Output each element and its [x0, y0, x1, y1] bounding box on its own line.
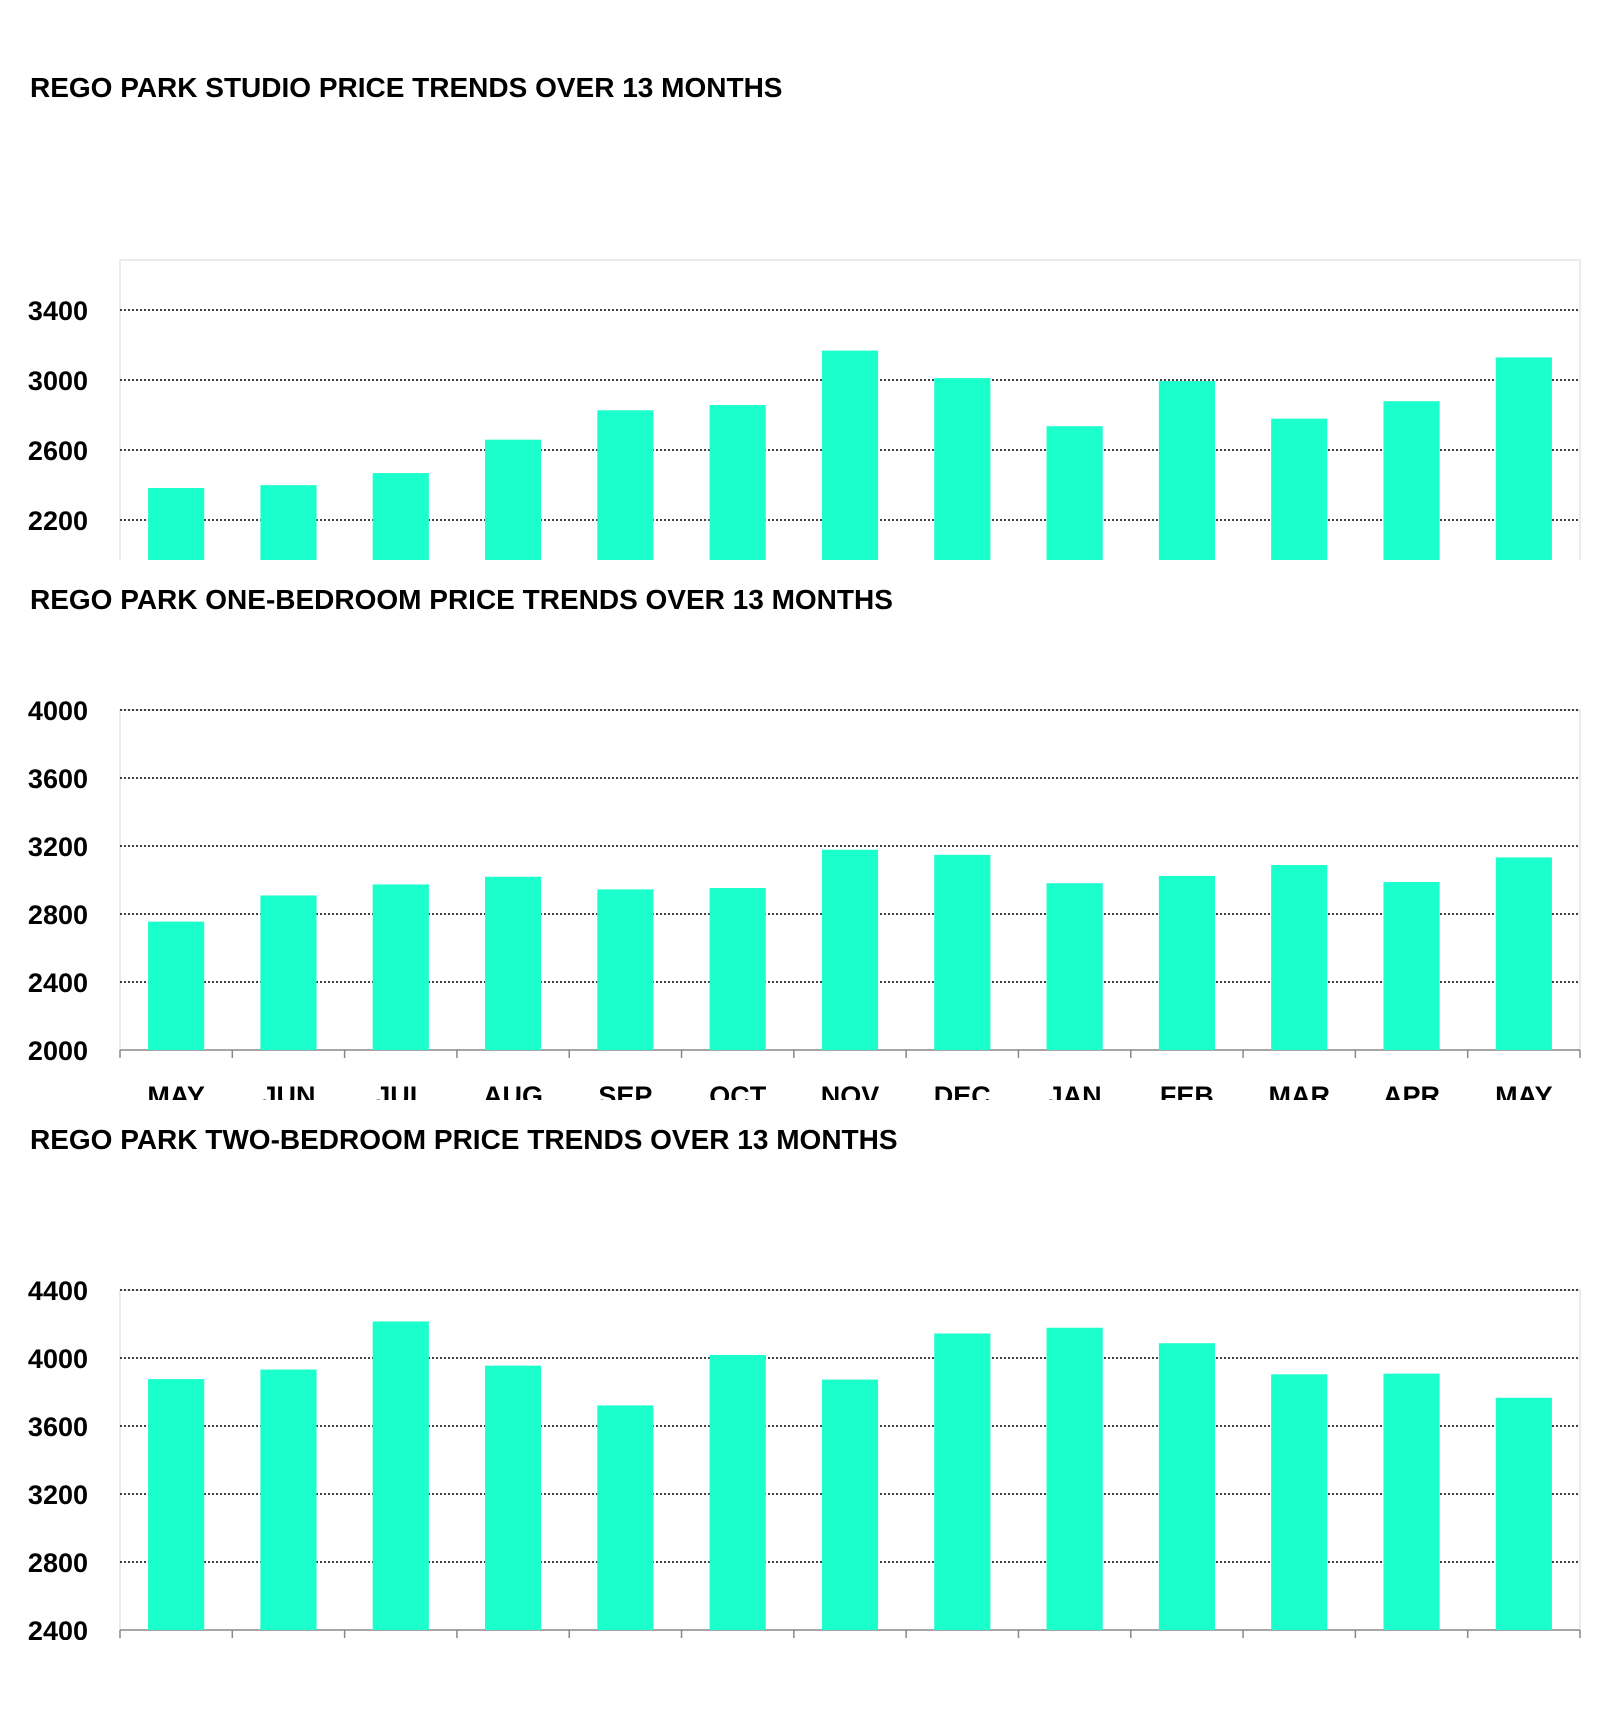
bar [148, 921, 205, 1050]
y-tick-label: 3200 [28, 832, 88, 862]
bar [1158, 1343, 1215, 1630]
x-tick-label: AUG [483, 1081, 543, 1100]
y-tick-label: 4000 [28, 1344, 88, 1374]
chart-title: REGO PARK STUDIO PRICE TRENDS OVER 13 MO… [30, 72, 783, 103]
one-bedroom-bar-plot: 200024002800320036004000MAY2,755JUN2,909… [28, 696, 1581, 1100]
x-tick-label: JUN [261, 1081, 315, 1100]
x-tick-label: NOV [821, 1081, 880, 1100]
bar [148, 487, 205, 560]
x-tick-label: MAR [1268, 1081, 1330, 1100]
plot-area [119, 259, 1581, 560]
y-tick-label: 2800 [28, 900, 88, 930]
x-tick-label: OCT [709, 1081, 767, 1100]
bar [821, 1379, 879, 1630]
bar [1271, 1374, 1328, 1630]
bar [1383, 1373, 1440, 1630]
bar [934, 1333, 991, 1630]
chart-title: REGO PARK ONE-BEDROOM PRICE TRENDS OVER … [30, 584, 893, 615]
bar [1383, 882, 1440, 1050]
x-tick-label: JAN [1048, 1081, 1102, 1100]
bar [260, 1369, 317, 1630]
x-tick-label: MAY [1495, 1081, 1553, 1100]
y-tick-label: 3600 [28, 764, 88, 794]
y-tick-label: 3600 [28, 1412, 88, 1442]
bar [821, 849, 879, 1050]
one-bedroom-price-chart: REGO PARK ONE-BEDROOM PRICE TRENDS OVER … [0, 560, 1600, 1100]
bar [1383, 401, 1440, 560]
bar [1271, 418, 1328, 560]
x-tick-label: MAY [147, 1081, 205, 1100]
bar [485, 1365, 542, 1630]
y-tick-label: 2600 [28, 436, 88, 466]
studio-bar-plot: 18002200260030003400MAY2,383JUN2,399JUL2… [28, 259, 1581, 560]
bar [485, 439, 542, 560]
y-tick-label: 4000 [28, 696, 88, 726]
y-tick-label: 4400 [28, 1276, 88, 1306]
x-tick-label: SEP [598, 1081, 652, 1100]
two-bedroom-bar-plot: 240028003200360040004400MAY3,876JUN3,932… [28, 1276, 1581, 1640]
bar [1046, 1327, 1103, 1630]
y-tick-label: 2200 [28, 506, 88, 536]
y-tick-label: 2400 [28, 968, 88, 998]
bar [372, 1321, 429, 1630]
bar [597, 1405, 654, 1630]
bar [260, 485, 317, 560]
bar [1158, 381, 1215, 560]
bar [821, 350, 879, 560]
y-tick-label: 2000 [28, 1036, 88, 1066]
bar [1046, 426, 1103, 560]
two-bedroom-price-chart: REGO PARK TWO-BEDROOM PRICE TRENDS OVER … [0, 1100, 1600, 1700]
bar [709, 405, 766, 560]
bar [1046, 883, 1103, 1050]
y-tick-label: 3400 [28, 296, 88, 326]
y-tick-label: 2800 [28, 1548, 88, 1578]
bar [260, 895, 317, 1050]
bar [485, 876, 542, 1050]
chart-title: REGO PARK TWO-BEDROOM PRICE TRENDS OVER … [30, 1124, 898, 1155]
x-tick-label: JUL [375, 1081, 426, 1100]
y-tick-label: 3200 [28, 1480, 88, 1510]
bar [1271, 865, 1328, 1050]
bar [934, 378, 991, 560]
y-tick-label: 2400 [28, 1616, 88, 1640]
bar [709, 1354, 766, 1630]
bar [1495, 1397, 1552, 1630]
bar [709, 887, 766, 1050]
bar [597, 410, 654, 560]
bar [1495, 857, 1552, 1050]
bar [1158, 875, 1215, 1050]
bar [1495, 357, 1552, 560]
studio-price-chart: REGO PARK STUDIO PRICE TRENDS OVER 13 MO… [0, 0, 1600, 560]
bar [372, 884, 429, 1050]
x-tick-label: DEC [934, 1081, 991, 1100]
bar [148, 1379, 205, 1630]
y-tick-label: 3000 [28, 366, 88, 396]
bar [372, 473, 429, 560]
x-tick-label: APR [1383, 1081, 1440, 1100]
bar [597, 889, 654, 1050]
x-tick-label: FEB [1160, 1081, 1214, 1100]
bar [934, 854, 991, 1050]
